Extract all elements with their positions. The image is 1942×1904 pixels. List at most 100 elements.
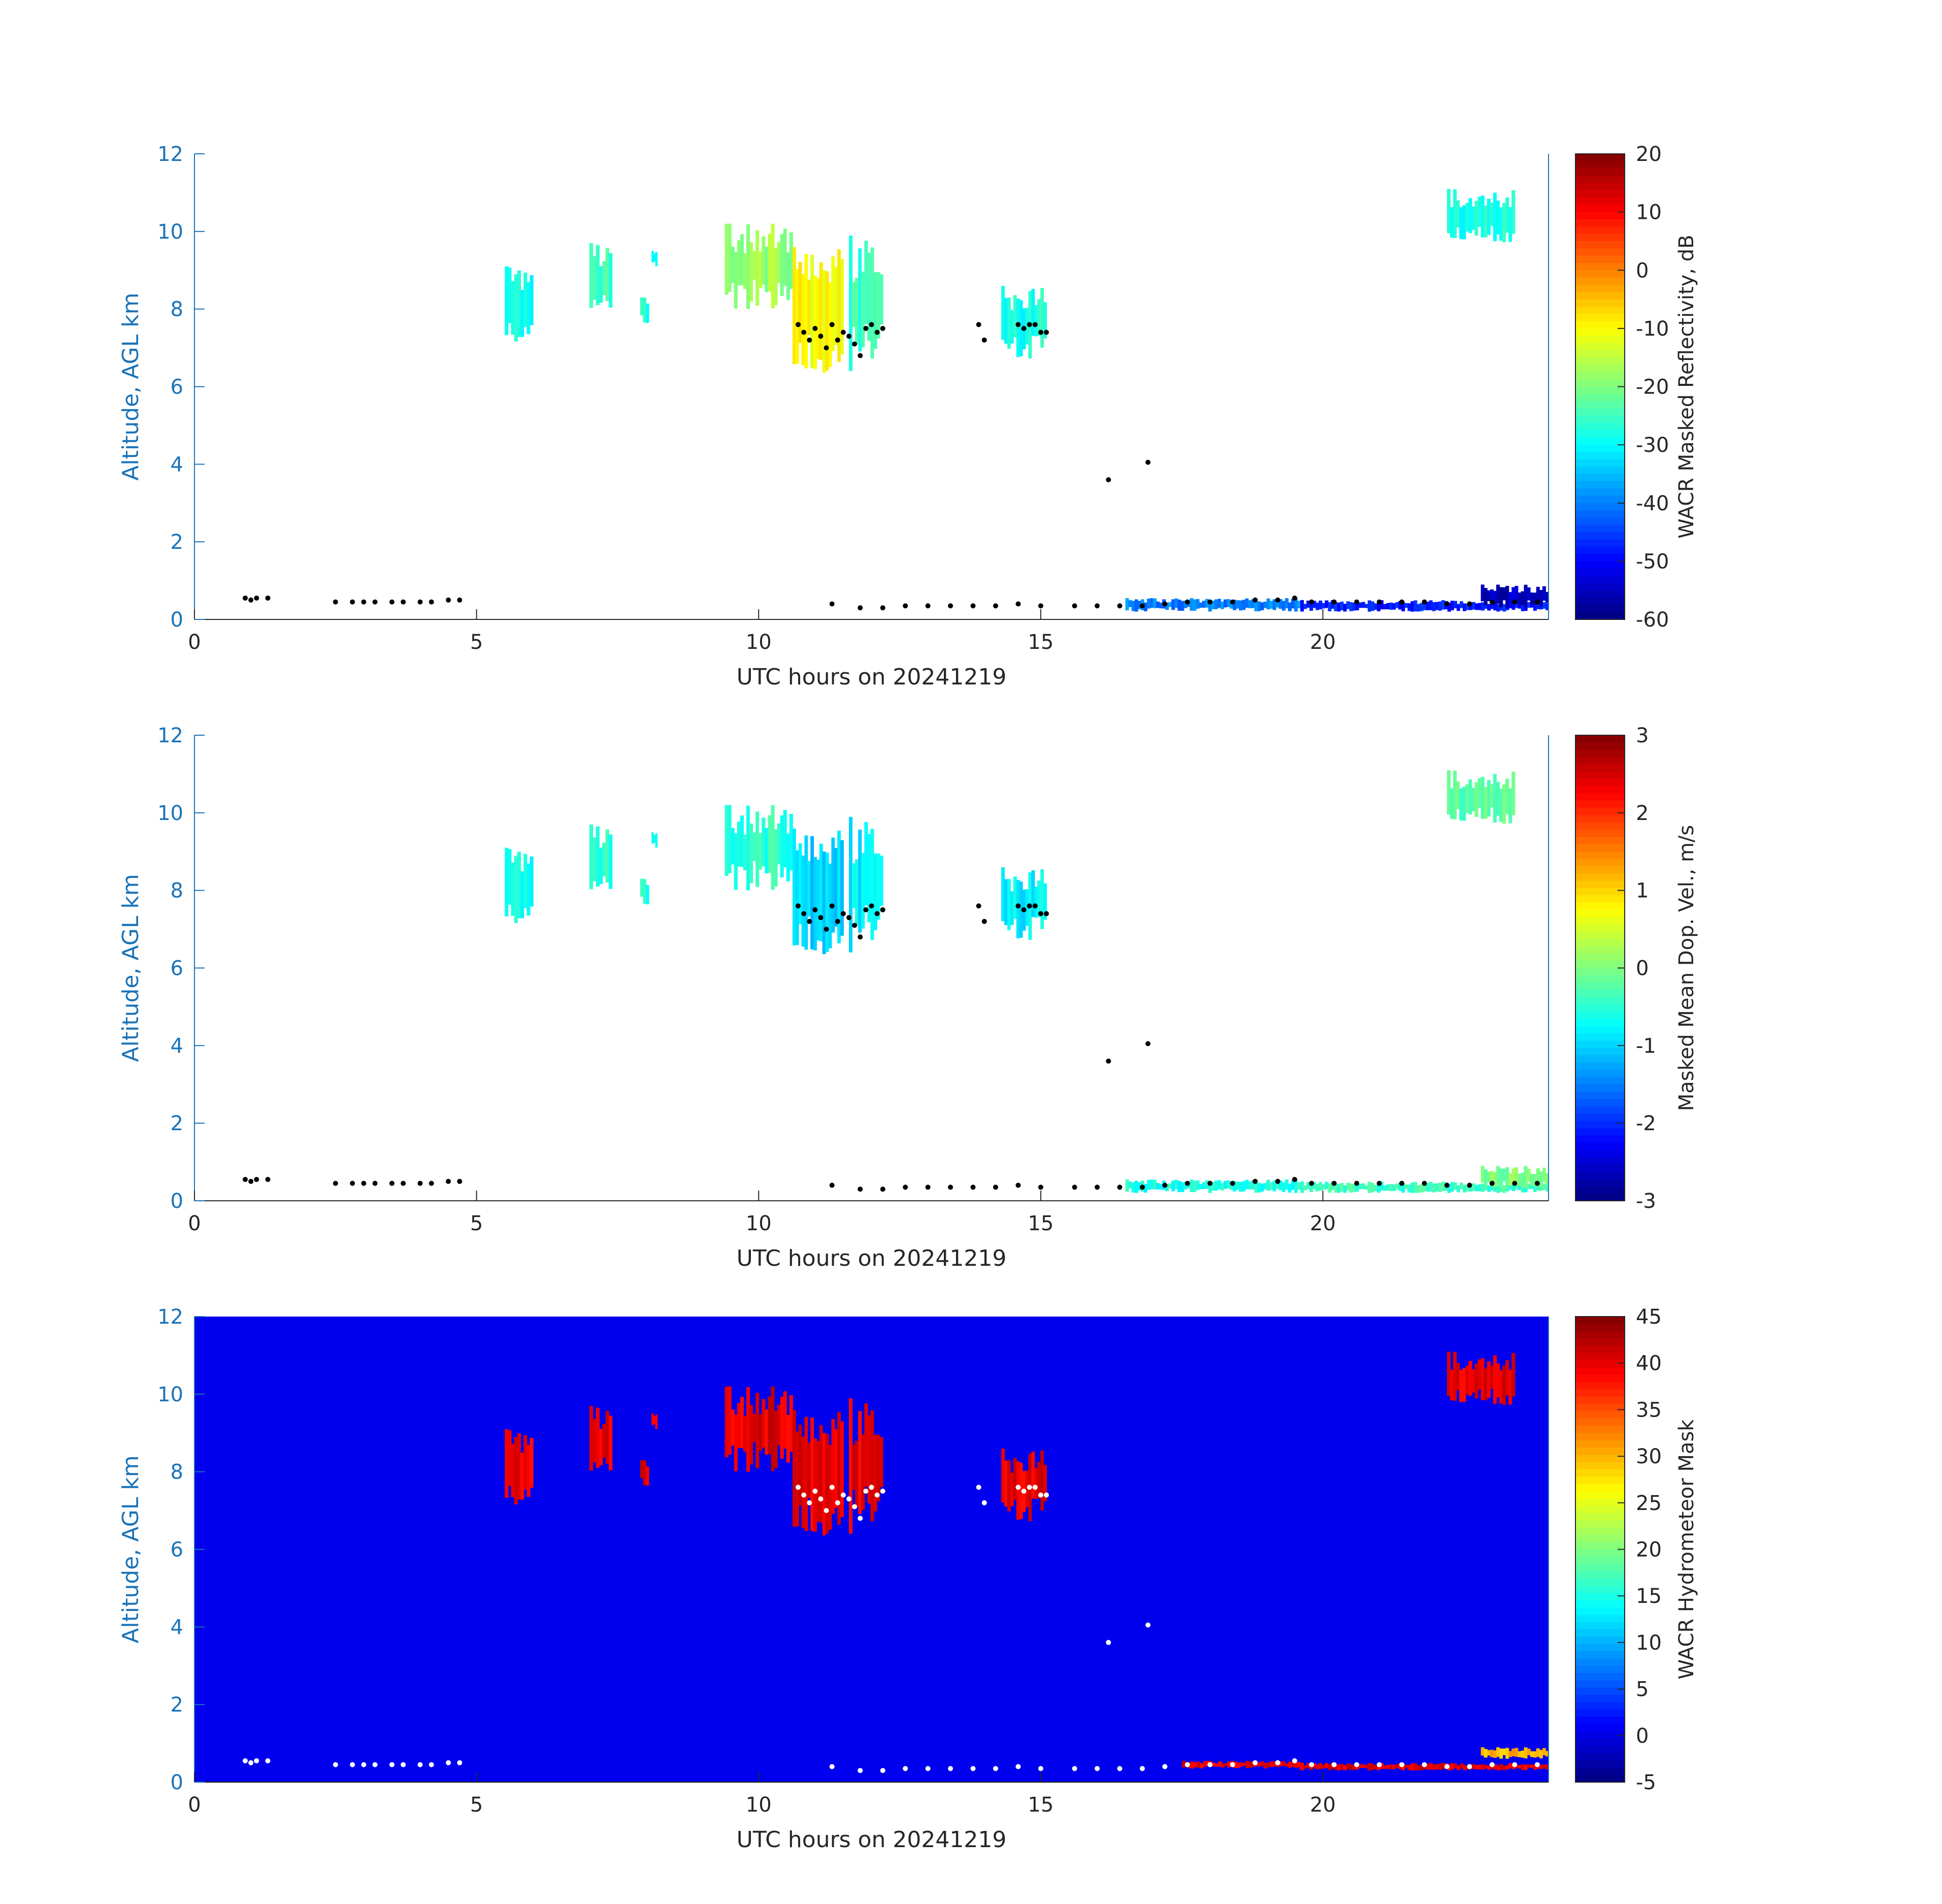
colorbar-segment bbox=[1575, 314, 1625, 322]
cloud-base-point bbox=[1354, 599, 1360, 605]
colorbar-segment bbox=[1575, 408, 1625, 416]
y-tick-label: 8 bbox=[171, 1461, 183, 1484]
cloud-region bbox=[725, 1386, 793, 1472]
cloud-base-point bbox=[863, 1488, 869, 1494]
cloud-region bbox=[792, 828, 844, 955]
colorbar-segment bbox=[1575, 902, 1625, 910]
colorbar-segment bbox=[1575, 423, 1625, 431]
y-ticks: 0 2 4 6 8 10 12 bbox=[157, 1305, 205, 1794]
colorbar-segment bbox=[1575, 1026, 1625, 1034]
colorbar-segment bbox=[1575, 568, 1625, 577]
colorbar-segment bbox=[1575, 764, 1625, 772]
colorbar-segment bbox=[1575, 1673, 1625, 1681]
colorbar-segment bbox=[1575, 851, 1625, 860]
y-ticks: 0 2 4 6 8 10 12 bbox=[157, 724, 205, 1213]
cloud-base-point bbox=[874, 330, 880, 335]
x-tick-label: 0 bbox=[188, 631, 201, 654]
colorbar-segment bbox=[1575, 1403, 1625, 1412]
colorbar-segment bbox=[1575, 1411, 1625, 1419]
cloud-region bbox=[725, 223, 793, 309]
plot-area bbox=[194, 1317, 1549, 1782]
cloud-base-point bbox=[1489, 1762, 1495, 1767]
colorbar-tick-label: 2 bbox=[1636, 802, 1649, 825]
colorbar-segment bbox=[1575, 1498, 1625, 1506]
cloud-base-point bbox=[457, 1178, 463, 1184]
cloud-base-point bbox=[880, 1768, 885, 1774]
cloud-base-point bbox=[858, 1516, 863, 1521]
colorbar-segment bbox=[1575, 997, 1625, 1005]
colorbar-segment bbox=[1575, 742, 1625, 750]
cloud-region bbox=[1300, 1181, 1549, 1193]
cloud-base-points bbox=[243, 322, 1540, 611]
colorbar-segment bbox=[1575, 1775, 1625, 1783]
cloud-base-point bbox=[976, 903, 981, 909]
cloud-base-point bbox=[1444, 601, 1450, 607]
cloud-base-point bbox=[829, 1764, 835, 1769]
cloud-base-point bbox=[925, 603, 931, 609]
x-tick-label: 0 bbox=[188, 1793, 201, 1817]
cloud-base-point bbox=[1230, 1180, 1235, 1186]
cloud-base-point bbox=[993, 1766, 998, 1771]
colorbar-segment bbox=[1575, 1447, 1625, 1456]
colorbar-segment bbox=[1575, 1171, 1625, 1180]
colorbar-segment bbox=[1575, 924, 1625, 932]
y-tick-label: 10 bbox=[157, 220, 183, 244]
cloud-base-point bbox=[801, 330, 807, 335]
cloud-base-point bbox=[869, 322, 874, 327]
cloud-base-point bbox=[824, 345, 829, 351]
cloud-base-point bbox=[1354, 1180, 1360, 1186]
colorbar-segment bbox=[1575, 474, 1625, 482]
y-tick-label: 4 bbox=[171, 1616, 183, 1639]
colorbar-tick-label: -5 bbox=[1636, 1771, 1656, 1794]
cloud-base-point bbox=[1162, 601, 1168, 607]
colorbar-segment bbox=[1575, 1164, 1625, 1172]
cloud-base-point bbox=[361, 599, 367, 605]
y-tick-label: 0 bbox=[171, 1190, 183, 1213]
cloud-base-point bbox=[1162, 1764, 1168, 1769]
cloud-base-point bbox=[1145, 1041, 1151, 1046]
cloud-base-point bbox=[417, 599, 423, 605]
colorbar-segment bbox=[1575, 1724, 1625, 1732]
cloud-base-point bbox=[818, 1496, 824, 1502]
cloud-base-point bbox=[1117, 1766, 1123, 1771]
colorbar-segment bbox=[1575, 778, 1625, 787]
cloud-base-point bbox=[1043, 330, 1049, 335]
colorbar-segment bbox=[1575, 430, 1625, 438]
x-tick-label: 20 bbox=[1310, 1793, 1336, 1817]
cloud-base-point bbox=[248, 597, 254, 603]
y-tick-label: 12 bbox=[157, 724, 183, 747]
cloud-base-point bbox=[1038, 911, 1043, 916]
cloud-base-point bbox=[401, 1762, 406, 1767]
colorbar-segment bbox=[1575, 1607, 1625, 1616]
cloud-base-point bbox=[818, 915, 824, 921]
colorbar-tick-label: -20 bbox=[1636, 376, 1669, 399]
cloud-region bbox=[1480, 584, 1549, 608]
colorbar-segment bbox=[1575, 1505, 1625, 1514]
colorbar-segment bbox=[1575, 1534, 1625, 1543]
colorbar-segment bbox=[1575, 975, 1625, 983]
x-tick-label: 20 bbox=[1310, 631, 1336, 654]
cloud-base-point bbox=[829, 1183, 835, 1188]
colorbar-segment bbox=[1575, 1469, 1625, 1478]
plot-area bbox=[194, 154, 1549, 619]
colorbar-segment bbox=[1575, 939, 1625, 947]
colorbar-segment bbox=[1575, 1418, 1625, 1426]
colorbar-segment bbox=[1575, 1040, 1625, 1049]
colorbar-segment bbox=[1575, 1374, 1625, 1383]
cloud-base-point bbox=[1534, 1180, 1540, 1186]
cloud-region bbox=[589, 1405, 613, 1471]
cloud-base-point bbox=[948, 1766, 953, 1771]
colorbar-label: WACR Hydrometeor Mask bbox=[1675, 1419, 1698, 1680]
cloud-base-point bbox=[1095, 1766, 1100, 1771]
cloud-base-point bbox=[389, 1180, 394, 1186]
colorbar-tick-label: -60 bbox=[1636, 608, 1669, 632]
colorbar-segment bbox=[1575, 1702, 1625, 1710]
cloud-base-point bbox=[248, 1178, 254, 1184]
colorbar-tick-label: -10 bbox=[1636, 317, 1669, 341]
cloud-base-point bbox=[1292, 595, 1297, 601]
x-tick-label: 15 bbox=[1028, 1212, 1054, 1235]
cloud-base-point bbox=[1207, 1762, 1213, 1767]
colorbar-segment bbox=[1575, 815, 1625, 823]
x-ticks: 0 5 10 15 20 bbox=[188, 1772, 1336, 1817]
